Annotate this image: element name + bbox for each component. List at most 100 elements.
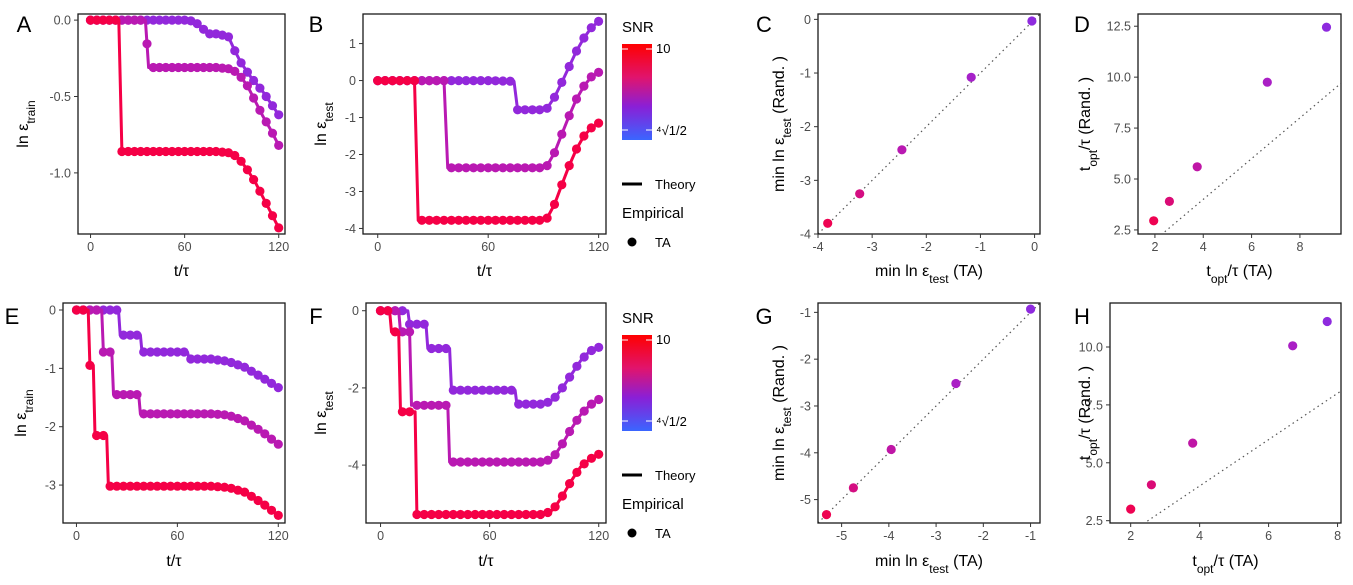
data-point bbox=[821, 509, 832, 520]
data-point bbox=[498, 76, 508, 86]
data-point bbox=[1188, 438, 1198, 448]
data-point bbox=[528, 509, 538, 520]
x-tick-label: -2 bbox=[921, 240, 932, 254]
data-point bbox=[180, 62, 190, 73]
x-axis-title: t/τ bbox=[166, 553, 182, 570]
data-point bbox=[390, 327, 400, 337]
data-point bbox=[505, 215, 515, 225]
data-point bbox=[499, 385, 509, 395]
data-point bbox=[455, 457, 466, 467]
data-point bbox=[468, 76, 479, 86]
data-point bbox=[274, 110, 284, 120]
data-point bbox=[1026, 304, 1036, 314]
y-tick-label: -5 bbox=[800, 493, 811, 507]
data-point bbox=[192, 62, 202, 73]
legend-low-label: ⁴√1/2 bbox=[656, 123, 687, 138]
data-point bbox=[152, 481, 162, 491]
data-point bbox=[179, 481, 189, 491]
data-point bbox=[273, 439, 283, 449]
series-line bbox=[377, 79, 600, 222]
data-point bbox=[154, 15, 165, 25]
y-tick-label: -2 bbox=[345, 148, 356, 162]
legend-low-label: ⁴√1/2 bbox=[656, 414, 687, 429]
data-point bbox=[246, 420, 256, 430]
data-point bbox=[470, 509, 480, 520]
x-tick-label: 0 bbox=[377, 529, 384, 543]
data-point bbox=[514, 457, 524, 467]
data-point bbox=[273, 510, 283, 520]
y-tick-label: -2 bbox=[348, 381, 359, 395]
data-point bbox=[261, 91, 271, 102]
data-point bbox=[557, 491, 568, 501]
y-tick-label: 1 bbox=[349, 37, 356, 51]
panel-label: F bbox=[309, 304, 322, 329]
data-point bbox=[594, 449, 604, 459]
data-point bbox=[255, 83, 265, 93]
data-point bbox=[139, 409, 149, 419]
data-point bbox=[132, 390, 142, 400]
data-point bbox=[477, 385, 487, 395]
data-point bbox=[186, 354, 196, 364]
x-tick-label: 60 bbox=[170, 529, 184, 543]
data-point bbox=[463, 457, 473, 467]
data-point bbox=[1027, 16, 1037, 26]
data-point bbox=[424, 76, 434, 86]
data-point bbox=[117, 146, 127, 157]
data-point bbox=[1322, 316, 1332, 327]
data-point bbox=[118, 481, 129, 491]
data-point bbox=[1192, 162, 1202, 172]
panel-label: E bbox=[5, 304, 20, 329]
data-point bbox=[105, 481, 115, 491]
data-point bbox=[557, 439, 568, 449]
x-tick-label: -4 bbox=[812, 240, 823, 254]
data-point bbox=[236, 156, 246, 166]
data-point bbox=[448, 385, 458, 395]
data-point bbox=[142, 39, 152, 49]
data-point bbox=[230, 150, 240, 161]
legend-colorbar bbox=[622, 44, 652, 140]
y-tick-label: -1 bbox=[345, 111, 356, 125]
y-tick-label: -4 bbox=[348, 459, 359, 473]
panel-frame bbox=[817, 302, 1041, 524]
x-tick-label: 60 bbox=[481, 240, 495, 254]
y-tick-label: -2 bbox=[45, 420, 56, 434]
data-point bbox=[242, 81, 252, 91]
legend-bottom: SNR 10 ⁴√1/2 Theory Empirical TA bbox=[622, 310, 696, 541]
data-point bbox=[402, 76, 412, 86]
data-point bbox=[594, 67, 604, 77]
data-point bbox=[549, 148, 560, 158]
panel-label: G bbox=[755, 304, 772, 329]
data-point bbox=[483, 215, 493, 225]
legend-theory-label: Theory bbox=[655, 177, 696, 192]
data-point bbox=[205, 146, 215, 157]
data-point bbox=[565, 372, 575, 382]
data-point bbox=[240, 416, 250, 426]
data-point bbox=[1164, 196, 1174, 206]
y-tick-label: 0 bbox=[352, 304, 359, 318]
y-tick-label: 0 bbox=[49, 304, 56, 318]
data-point bbox=[255, 105, 265, 115]
data-point bbox=[586, 453, 597, 463]
data-point bbox=[579, 81, 589, 91]
data-point bbox=[461, 163, 471, 173]
data-point bbox=[405, 319, 415, 329]
data-point bbox=[492, 385, 502, 395]
data-point bbox=[139, 347, 149, 357]
legend-theory-label: Theory bbox=[655, 468, 696, 483]
data-point bbox=[249, 175, 259, 185]
data-point bbox=[78, 305, 88, 315]
data-point bbox=[242, 165, 252, 175]
y-tick-label: -2 bbox=[800, 120, 811, 134]
data-point bbox=[571, 46, 582, 56]
data-point bbox=[586, 345, 597, 356]
data-point bbox=[499, 509, 509, 520]
data-point bbox=[426, 400, 437, 410]
data-point bbox=[586, 399, 597, 409]
data-point bbox=[136, 15, 146, 25]
x-tick-label: -2 bbox=[978, 529, 989, 543]
axis-title: min ln εtest (TA) bbox=[875, 553, 983, 576]
data-point bbox=[267, 101, 278, 111]
data-point bbox=[454, 163, 464, 173]
